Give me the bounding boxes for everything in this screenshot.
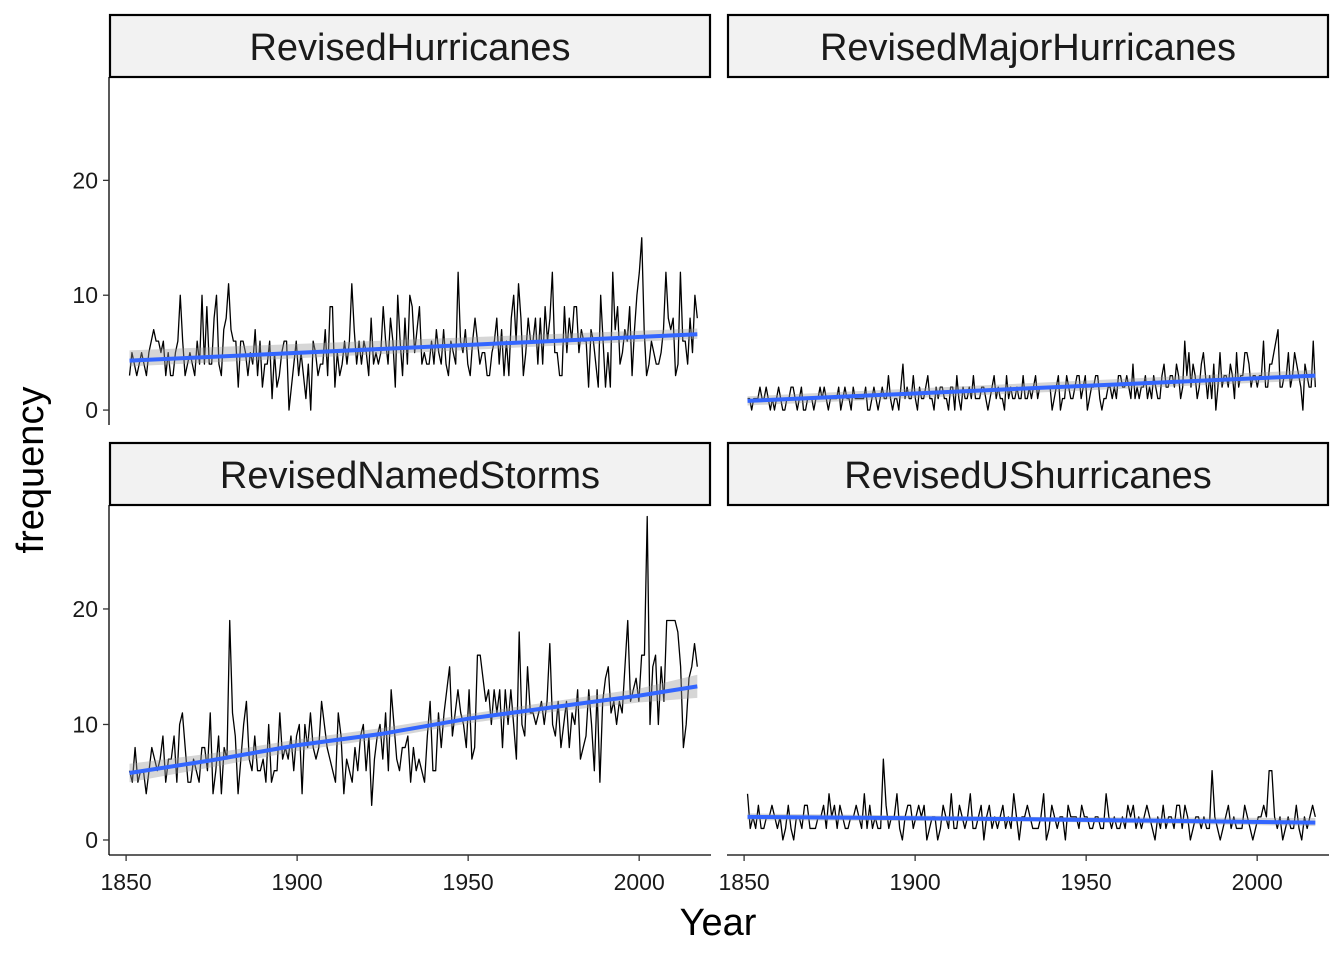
- trend-line: [747, 814, 1316, 825]
- x-tick-label: 1950: [1061, 869, 1112, 895]
- facet-panel: RevisedMajorHurricanes: [726, 13, 1330, 411]
- facet-strip-label: RevisedNamedStorms: [220, 455, 600, 497]
- y-tick-label: 0: [85, 827, 98, 853]
- y-tick-label: 10: [72, 282, 98, 308]
- facet-strip: [726, 441, 1330, 507]
- y-tick-label: 0: [85, 397, 98, 423]
- facet-panel: RevisedUShurricanes: [726, 441, 1330, 841]
- y-tick-label: 20: [72, 167, 98, 193]
- panels-layer: RevisedHurricanes RevisedMajorHurricanes R…: [108, 13, 1330, 841]
- trend-line: [129, 332, 698, 363]
- facet-strip-label: RevisedMajorHurricanes: [820, 27, 1236, 69]
- x-tick-label: 1850: [101, 869, 152, 895]
- series-line: [128, 237, 698, 411]
- facet-strip-label: RevisedHurricanes: [249, 27, 570, 69]
- x-tick-label: 1950: [443, 869, 494, 895]
- y-tick-label: 10: [72, 711, 98, 737]
- x-tick-label: 2000: [1232, 869, 1283, 895]
- y-axis-title: frequency: [10, 387, 52, 554]
- x-tick-label: 1900: [272, 869, 323, 895]
- facet-strip: [108, 441, 712, 507]
- x-tick-label: 1850: [719, 869, 770, 895]
- x-tick-label: 1900: [890, 869, 941, 895]
- facet-panel: RevisedHurricanes: [108, 13, 712, 411]
- facet-strip: [108, 13, 712, 79]
- series-line: [747, 329, 1316, 411]
- y-tick-label: 20: [72, 596, 98, 622]
- series-line: [746, 758, 1316, 841]
- x-axis-title: Year: [680, 902, 757, 944]
- facet-strip: [726, 13, 1330, 79]
- trend-line: [129, 684, 698, 775]
- axes-layer: 0 10 20 0 10 20 1850 1900 1950 2000 1850 1900 1950 20…: [72, 77, 1329, 895]
- x-tick-label: 2000: [614, 869, 665, 895]
- trend-line: [747, 373, 1316, 403]
- facet-panel: RevisedNamedStorms: [108, 441, 712, 806]
- facet-strip-label: RevisedUShurricanes: [844, 455, 1212, 497]
